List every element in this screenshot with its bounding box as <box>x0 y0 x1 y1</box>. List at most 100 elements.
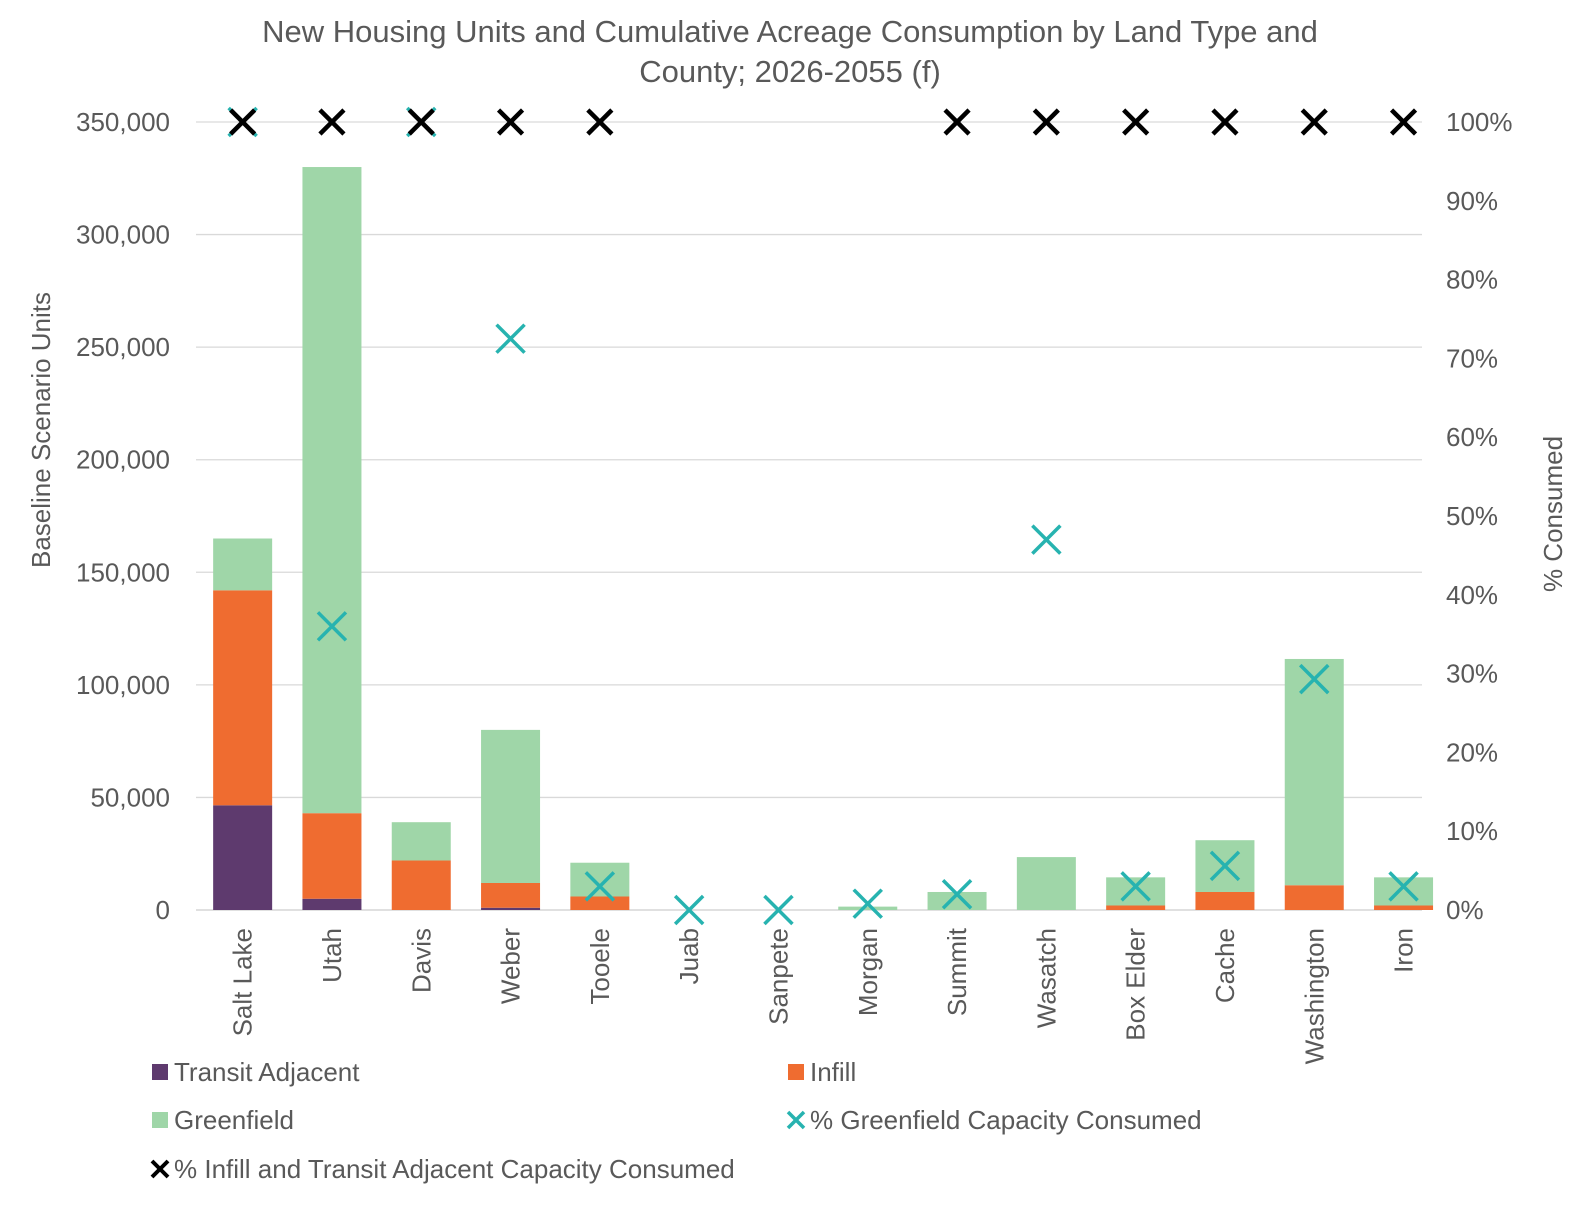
y2-tick-label: 30% <box>1446 659 1498 689</box>
x-tick-label: Weber <box>496 928 526 1004</box>
greenfield-consumed-marker <box>584 871 616 902</box>
legend-item: Transit Adjacent <box>152 1057 360 1087</box>
bar-infill <box>1106 905 1166 910</box>
infill-transit-consumed-marker <box>1211 108 1239 136</box>
legend-label: % Infill and Transit Adjacent Capacity C… <box>174 1154 735 1184</box>
bar-infill <box>570 896 630 910</box>
x-tick-label: Washington <box>1299 928 1329 1064</box>
y2-tick-label: 60% <box>1446 422 1498 452</box>
y2-tick-label: 20% <box>1446 737 1498 767</box>
chart-title-line-2: County; 2026-2055 (f) <box>639 54 941 89</box>
y-tick-label: 250,000 <box>76 332 170 362</box>
bar-transit-adjacent <box>213 805 273 910</box>
infill-transit-consumed-marker-stroke-b <box>496 108 525 136</box>
bar-greenfield <box>302 167 362 814</box>
x-tick-label: Juab <box>674 928 704 984</box>
infill-transit-consumed-marker-stroke-b <box>1122 108 1150 136</box>
legend-label: Infill <box>810 1057 856 1087</box>
bar-infill <box>481 882 541 908</box>
infill-transit-consumed-marker <box>496 108 525 136</box>
infill-transit-consumed-marker <box>229 108 257 136</box>
legend-x-icon <box>786 1110 806 1130</box>
bar-transit-adjacent <box>302 898 362 910</box>
bar-greenfield <box>838 906 898 910</box>
greenfield-consumed-marker-stroke-b <box>1299 663 1330 695</box>
infill-transit-consumed-marker-stroke-b <box>943 108 971 136</box>
greenfield-consumed-marker-stroke-b <box>763 894 794 926</box>
greenfield-consumed-marker-stroke-b <box>941 879 973 910</box>
chart-title: New Housing Units and Cumulative Acreage… <box>262 14 1318 89</box>
x-tick-label: Cache <box>1210 928 1240 1003</box>
greenfield-consumed-marker-stroke-b <box>584 871 616 902</box>
x-axis: Salt Lake Utah Davis Weber Tooele Juab Sanpete… <box>228 927 1419 1064</box>
legend-item: % Greenfield Capacity Consumed <box>786 1105 1202 1135</box>
chart-title-line-1: New Housing Units and Cumulative Acreage… <box>262 14 1318 49</box>
greenfield-consumed-marker-stroke-b <box>1031 524 1062 555</box>
greenfield-consumed-marker <box>1388 871 1419 902</box>
x-tick-label: Sanpete <box>763 928 793 1025</box>
y2-tick-label: 40% <box>1446 580 1498 610</box>
infill-transit-consumed-marker-stroke-b <box>1211 108 1239 136</box>
x-tick-label: Tooele <box>585 928 615 1005</box>
y-tick-label: 100,000 <box>76 670 170 700</box>
legend-x-icon-stroke-b <box>150 1159 170 1179</box>
x-tick-label: Iron <box>1389 928 1419 973</box>
bars <box>213 167 1434 910</box>
greenfield-consumed-marker <box>1209 850 1241 882</box>
infill-transit-consumed-marker <box>1300 108 1328 136</box>
markers <box>227 106 1419 926</box>
y2-axis-title: % Consumed <box>1538 436 1568 592</box>
infill-transit-consumed-marker <box>407 108 435 136</box>
bar-greenfield <box>1016 857 1076 910</box>
greenfield-consumed-marker <box>495 323 526 354</box>
legend-label: Greenfield <box>174 1105 294 1135</box>
bar-greenfield <box>213 538 273 591</box>
y2-tick-label: 0% <box>1446 895 1484 925</box>
y2-tick-label: 10% <box>1446 816 1498 846</box>
greenfield-consumed-marker-stroke-b <box>1209 850 1241 882</box>
infill-transit-consumed-marker-stroke-b <box>318 108 346 136</box>
y2-tick-label: 50% <box>1446 501 1498 531</box>
bar-transit-adjacent <box>481 907 541 910</box>
y2-axis: 0% 10% 20% 30% 40% 50% 60% 70% 80% 90% 100% <box>1446 107 1513 925</box>
y-tick-label: 200,000 <box>76 445 170 475</box>
bar-infill <box>391 860 451 910</box>
bar-greenfield <box>391 822 451 861</box>
y-axis: 0 50,000 100,000 150,000 200,000 250,000 300,0… <box>76 107 170 925</box>
bar-greenfield <box>570 862 630 897</box>
y-axis-title: Baseline Scenario Units <box>26 292 56 568</box>
legend-swatch <box>152 1064 168 1080</box>
x-tick-label: Summit <box>942 927 972 1016</box>
greenfield-consumed-marker <box>852 888 883 919</box>
infill-transit-consumed-marker <box>318 108 346 136</box>
legend-x-icon-stroke-b <box>786 1110 806 1130</box>
y2-tick-label: 100% <box>1446 107 1513 137</box>
x-tick-label: Morgan <box>853 928 883 1016</box>
y2-tick-label: 90% <box>1446 186 1498 216</box>
gridlines <box>196 121 1422 911</box>
bar-greenfield <box>481 729 541 883</box>
legend-swatch <box>788 1064 804 1080</box>
legend-x-icon <box>150 1159 170 1179</box>
y-tick-label: 300,000 <box>76 220 170 250</box>
infill-transit-consumed-marker-stroke-b <box>1300 108 1328 136</box>
infill-transit-consumed-marker-stroke-b <box>586 108 614 136</box>
legend-item: Greenfield <box>152 1105 294 1135</box>
legend-label: Transit Adjacent <box>174 1057 360 1087</box>
infill-transit-consumed-marker <box>1122 108 1150 136</box>
y-tick-label: 0 <box>156 895 170 925</box>
greenfield-consumed-marker-stroke-b <box>316 611 348 642</box>
x-tick-label: Salt Lake <box>228 928 258 1036</box>
legend-swatch <box>152 1112 168 1128</box>
infill-transit-consumed-marker-stroke-b <box>407 108 435 136</box>
infill-transit-consumed-marker <box>586 108 614 136</box>
bar-infill <box>302 813 362 899</box>
bar-greenfield <box>927 891 987 910</box>
y-tick-label: 50,000 <box>90 782 170 812</box>
greenfield-consumed-marker-stroke-b <box>1120 871 1151 902</box>
greenfield-consumed-marker <box>1031 524 1062 555</box>
bar-infill <box>1374 905 1434 910</box>
y-tick-label: 150,000 <box>76 557 170 587</box>
greenfield-consumed-marker <box>1299 663 1330 695</box>
y-tick-label: 350,000 <box>76 107 170 137</box>
